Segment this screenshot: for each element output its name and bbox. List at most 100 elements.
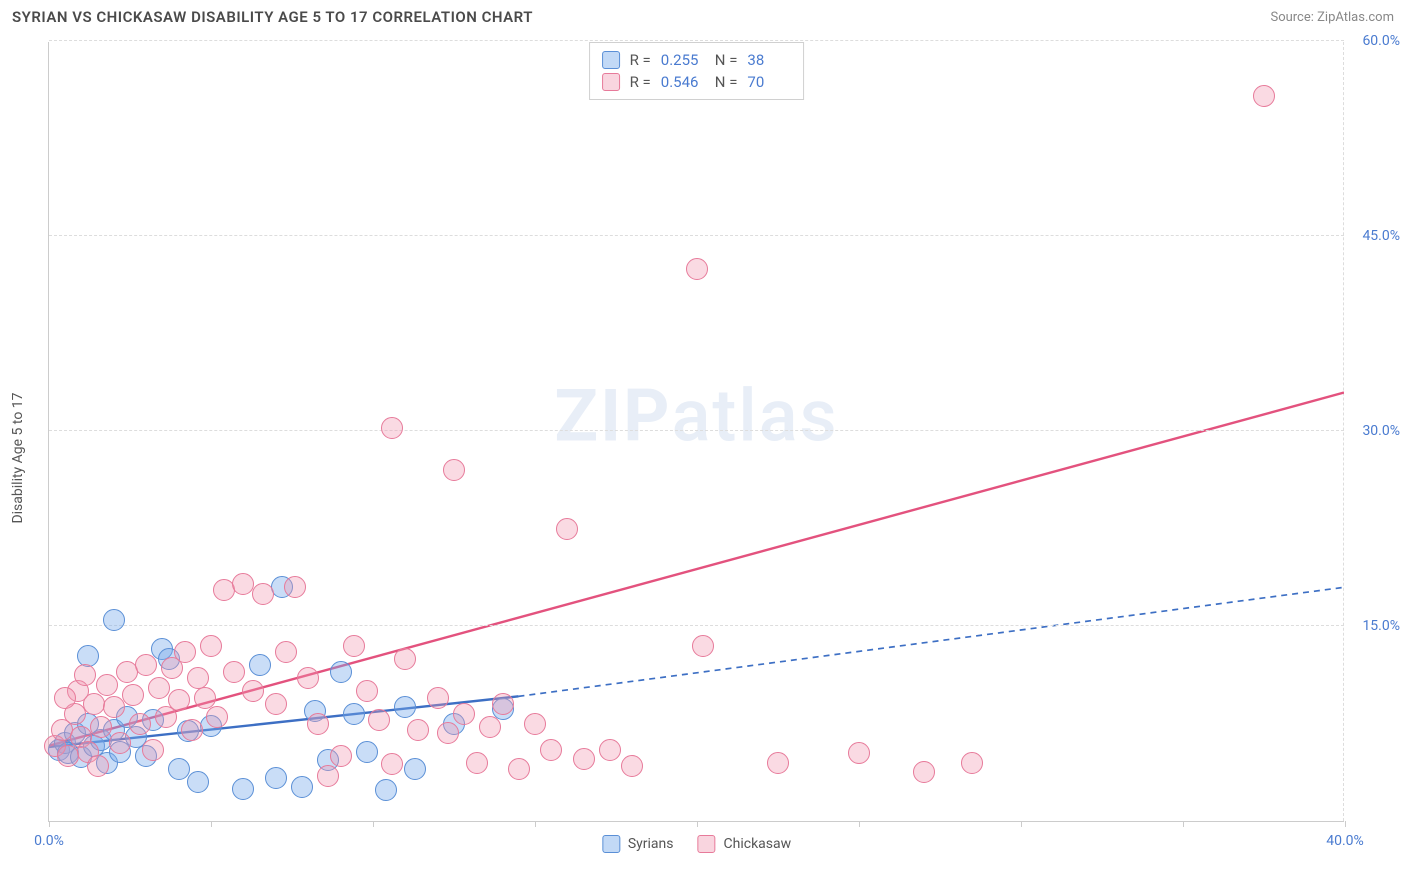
data-point [317, 765, 339, 787]
chart-title: SYRIAN VS CHICKASAW DISABILITY AGE 5 TO … [12, 8, 533, 26]
data-point [356, 741, 378, 763]
r-value-chickasaw: 0.546 [661, 73, 705, 91]
swatch-blue-icon [602, 835, 620, 853]
n-label: N = [715, 73, 738, 91]
stats-row-syrians: R = 0.255 N = 38 [602, 49, 792, 71]
ytick-label: 45.0% [1348, 228, 1400, 244]
data-point [96, 674, 118, 696]
plot-region: ZIPatlas R = 0.255 N = 38 R = 0.546 N = … [48, 42, 1344, 822]
xtick-label: 0.0% [34, 833, 64, 849]
data-point [129, 713, 151, 735]
data-point [200, 635, 222, 657]
data-point [479, 716, 501, 738]
data-point [307, 713, 329, 735]
data-point [109, 732, 131, 754]
data-point [148, 677, 170, 699]
data-point [187, 771, 209, 793]
data-point [381, 753, 403, 775]
gridline [49, 625, 1344, 626]
data-point [427, 687, 449, 709]
data-point [368, 709, 390, 731]
data-point [291, 776, 313, 798]
data-point [343, 703, 365, 725]
right-gridline [1343, 42, 1344, 821]
data-point [848, 742, 870, 764]
xtick [535, 821, 536, 827]
data-point [57, 745, 79, 767]
chart-area: Disability Age 5 to 17 ZIPatlas R = 0.25… [0, 30, 1406, 886]
data-point [194, 687, 216, 709]
data-point [466, 752, 488, 774]
data-point [284, 576, 306, 598]
data-point [913, 761, 935, 783]
xtick [49, 821, 50, 827]
xtick [697, 821, 698, 827]
legend-label-syrians: Syrians [628, 836, 674, 852]
data-point [90, 716, 112, 738]
data-point [407, 719, 429, 741]
series-legend: Syrians Chickasaw [602, 835, 791, 853]
data-point [103, 696, 125, 718]
source-attribution: Source: ZipAtlas.com [1270, 10, 1394, 25]
data-point [692, 635, 714, 657]
data-point [77, 645, 99, 667]
data-point [404, 758, 426, 780]
data-point [265, 767, 287, 789]
data-point [573, 748, 595, 770]
data-point [174, 641, 196, 663]
data-point [135, 654, 157, 676]
data-point [297, 667, 319, 689]
legend-label-chickasaw: Chickasaw [724, 836, 792, 852]
data-point [492, 693, 514, 715]
data-point [524, 713, 546, 735]
gridline [49, 235, 1344, 236]
data-point [275, 641, 297, 663]
data-point [223, 661, 245, 683]
data-point [381, 417, 403, 439]
r-value-syrians: 0.255 [661, 51, 705, 69]
swatch-pink-icon [602, 73, 620, 91]
xtick [1021, 821, 1022, 827]
chart-header: SYRIAN VS CHICKASAW DISABILITY AGE 5 TO … [0, 0, 1406, 30]
trend-line-extrapolation [518, 587, 1344, 696]
correlation-stats-box: R = 0.255 N = 38 R = 0.546 N = 70 [589, 42, 805, 100]
data-point [599, 739, 621, 761]
data-point [767, 752, 789, 774]
y-axis-label: Disability Age 5 to 17 [10, 392, 26, 523]
data-point [540, 739, 562, 761]
data-point [394, 648, 416, 670]
n-value-syrians: 38 [747, 51, 791, 69]
data-point [142, 739, 164, 761]
data-point [122, 684, 144, 706]
watermark-atlas: atlas [672, 373, 839, 458]
data-point [54, 687, 76, 709]
legend-item-syrians: Syrians [602, 835, 674, 853]
data-point [181, 719, 203, 741]
data-point [74, 664, 96, 686]
data-point [356, 680, 378, 702]
xtick [1183, 821, 1184, 827]
data-point [621, 755, 643, 777]
stats-row-chickasaw: R = 0.546 N = 70 [602, 71, 792, 93]
data-point [252, 583, 274, 605]
data-point [265, 693, 287, 715]
data-point [242, 680, 264, 702]
ytick-label: 30.0% [1348, 423, 1400, 439]
data-point [508, 758, 530, 780]
ytick-label: 60.0% [1348, 33, 1400, 49]
legend-item-chickasaw: Chickasaw [698, 835, 792, 853]
xtick [1345, 821, 1346, 827]
gridline [49, 430, 1344, 431]
data-point [103, 609, 125, 631]
r-label: R = [630, 73, 651, 91]
data-point [168, 689, 190, 711]
gridline [49, 40, 1344, 41]
data-point [443, 459, 465, 481]
data-point [232, 778, 254, 800]
trend-lines [49, 42, 1344, 821]
swatch-pink-icon [698, 835, 716, 853]
n-value-chickasaw: 70 [747, 73, 791, 91]
xtick [859, 821, 860, 827]
data-point [686, 258, 708, 280]
watermark: ZIPatlas [554, 373, 838, 458]
